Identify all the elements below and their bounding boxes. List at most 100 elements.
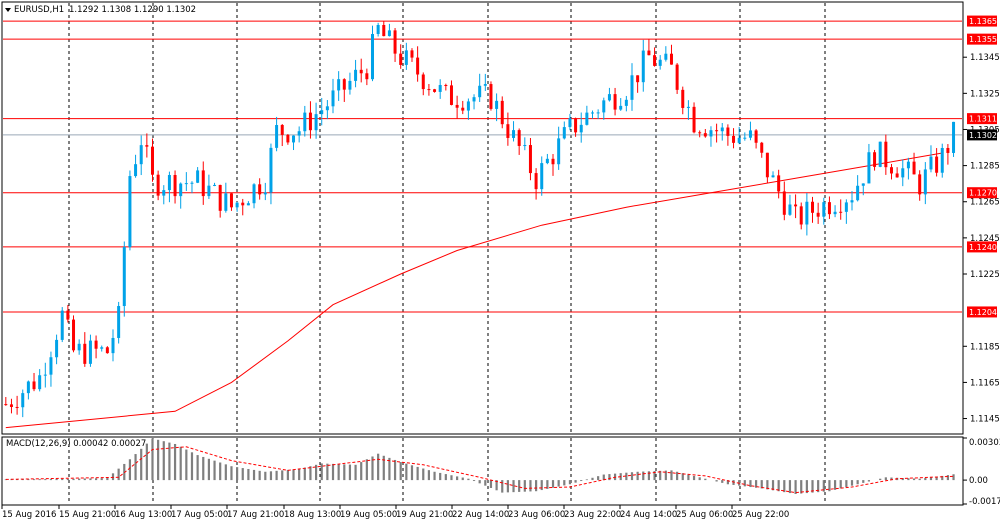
candle-body: [376, 24, 380, 34]
candle: [399, 44, 403, 69]
level-tag-0-bg: [967, 15, 997, 27]
candle-body: [647, 50, 651, 56]
candle-body: [156, 174, 160, 196]
candle: [630, 63, 634, 111]
main-price-pane[interactable]: [1, 1, 964, 435]
candle: [286, 134, 290, 145]
candle: [461, 100, 465, 115]
candle: [325, 100, 329, 120]
candle: [918, 170, 922, 201]
candle: [105, 346, 109, 354]
candle-body: [32, 381, 36, 390]
candle-body: [100, 347, 104, 349]
candle: [528, 137, 532, 181]
candle-body: [562, 127, 566, 139]
candle: [416, 46, 420, 82]
candle: [534, 168, 538, 200]
candle: [743, 132, 747, 141]
candle-body: [906, 161, 910, 169]
candle: [77, 339, 81, 355]
candle-body: [698, 132, 702, 134]
candle: [591, 110, 595, 119]
candle: [4, 397, 8, 406]
candle: [822, 197, 826, 225]
candle: [49, 351, 53, 387]
level-tag-5-bg: [967, 306, 997, 318]
candle: [681, 86, 685, 115]
candle-body: [777, 175, 781, 192]
candle-body: [196, 170, 200, 183]
candle: [568, 113, 572, 131]
candle-body: [551, 158, 555, 165]
candle-body: [455, 104, 459, 108]
candle: [715, 123, 719, 143]
candle: [906, 157, 910, 180]
candle-body: [308, 112, 312, 131]
candle: [190, 181, 194, 194]
candle-body: [827, 202, 831, 215]
candle: [173, 170, 177, 204]
candle-body: [190, 182, 194, 184]
candle: [811, 196, 815, 223]
candle: [410, 48, 414, 62]
candle-body: [421, 74, 425, 90]
candle-body: [760, 142, 764, 153]
dropdown-triangle-icon[interactable]: [5, 8, 11, 12]
candle: [433, 88, 437, 93]
ohlc-label: 1.1292 1.1308 1.1290 1.1302: [69, 5, 196, 15]
candle-body: [15, 406, 19, 408]
candle-body: [303, 112, 307, 132]
level-tag-5: 1.1204: [967, 306, 997, 318]
candle: [38, 369, 42, 392]
candle: [669, 44, 673, 65]
candle-body: [686, 106, 690, 108]
candle: [641, 39, 645, 92]
candle: [675, 63, 679, 94]
candle-body: [692, 106, 696, 133]
candle: [856, 175, 860, 202]
candle-body: [66, 310, 70, 320]
x-tick-label: 25 Aug 06:00: [676, 510, 733, 520]
level-tag-0-text: 1.1365: [969, 17, 997, 26]
candle: [579, 112, 583, 143]
candle: [43, 362, 47, 388]
candle-body: [743, 137, 747, 139]
candle: [26, 380, 30, 400]
candle: [263, 182, 267, 201]
candle: [348, 72, 352, 95]
candle-body: [139, 145, 143, 165]
candle: [337, 71, 341, 101]
candle-body: [60, 310, 64, 340]
candle: [653, 47, 657, 67]
candle-body: [867, 152, 871, 184]
macd-y-tick-label: -0.00172: [969, 497, 1000, 507]
moving-average-layer: [5, 152, 943, 429]
candle-body: [681, 89, 685, 108]
candle: [21, 389, 25, 418]
price-tags: 1.1365 1.1355 1.1311 1.1270 1.1240 1.1204 1.13…: [967, 15, 997, 318]
candle: [167, 171, 171, 203]
candle: [128, 170, 132, 251]
candle: [692, 102, 696, 134]
candle-body: [444, 84, 448, 86]
candle: [207, 174, 211, 199]
candle-body: [382, 24, 386, 37]
candle: [873, 149, 877, 171]
candle-body: [641, 50, 645, 83]
candle-body: [765, 152, 769, 178]
candle-body: [292, 135, 296, 143]
symbol-label: EURUSD,H1: [14, 5, 64, 15]
candle-body: [596, 112, 600, 114]
candle: [562, 121, 566, 140]
candle: [292, 135, 296, 151]
candle-body: [134, 164, 138, 177]
candle-body: [850, 200, 854, 203]
horizontal-level-lines: [3, 20, 962, 313]
candle: [895, 167, 899, 178]
candle-body: [748, 130, 752, 138]
candle: [833, 205, 837, 218]
candle-body: [275, 125, 279, 148]
macd-y-tick-label: 0.00: [969, 476, 988, 486]
